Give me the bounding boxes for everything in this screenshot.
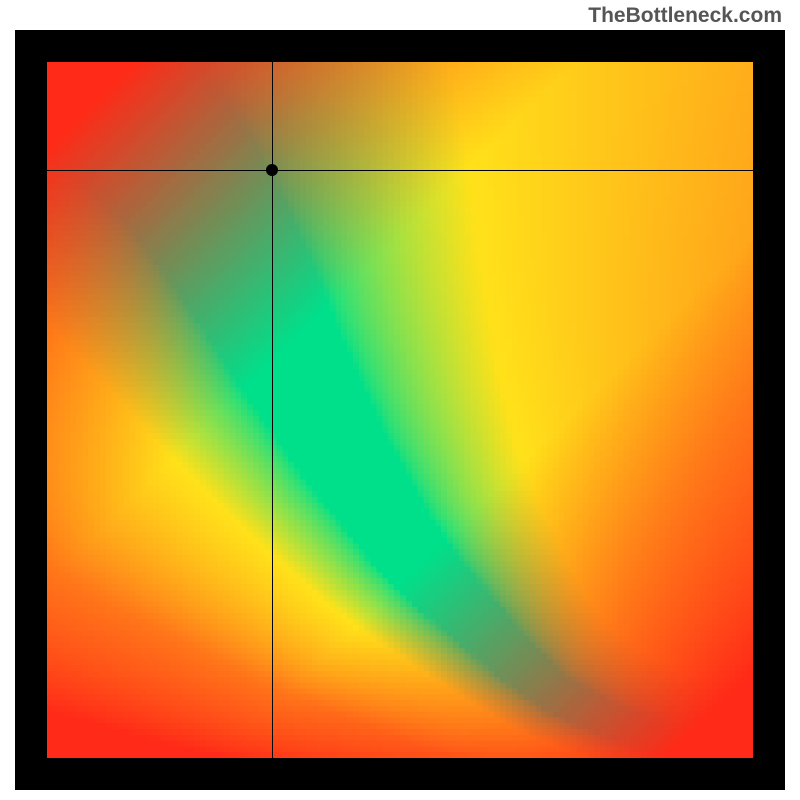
heatmap-plot-area (47, 62, 753, 758)
crosshair-horizontal (47, 170, 753, 171)
chart-container: TheBottleneck.com (0, 0, 800, 800)
watermark-text: TheBottleneck.com (588, 4, 782, 28)
heatmap-canvas (47, 62, 753, 758)
marker-dot (266, 164, 278, 176)
